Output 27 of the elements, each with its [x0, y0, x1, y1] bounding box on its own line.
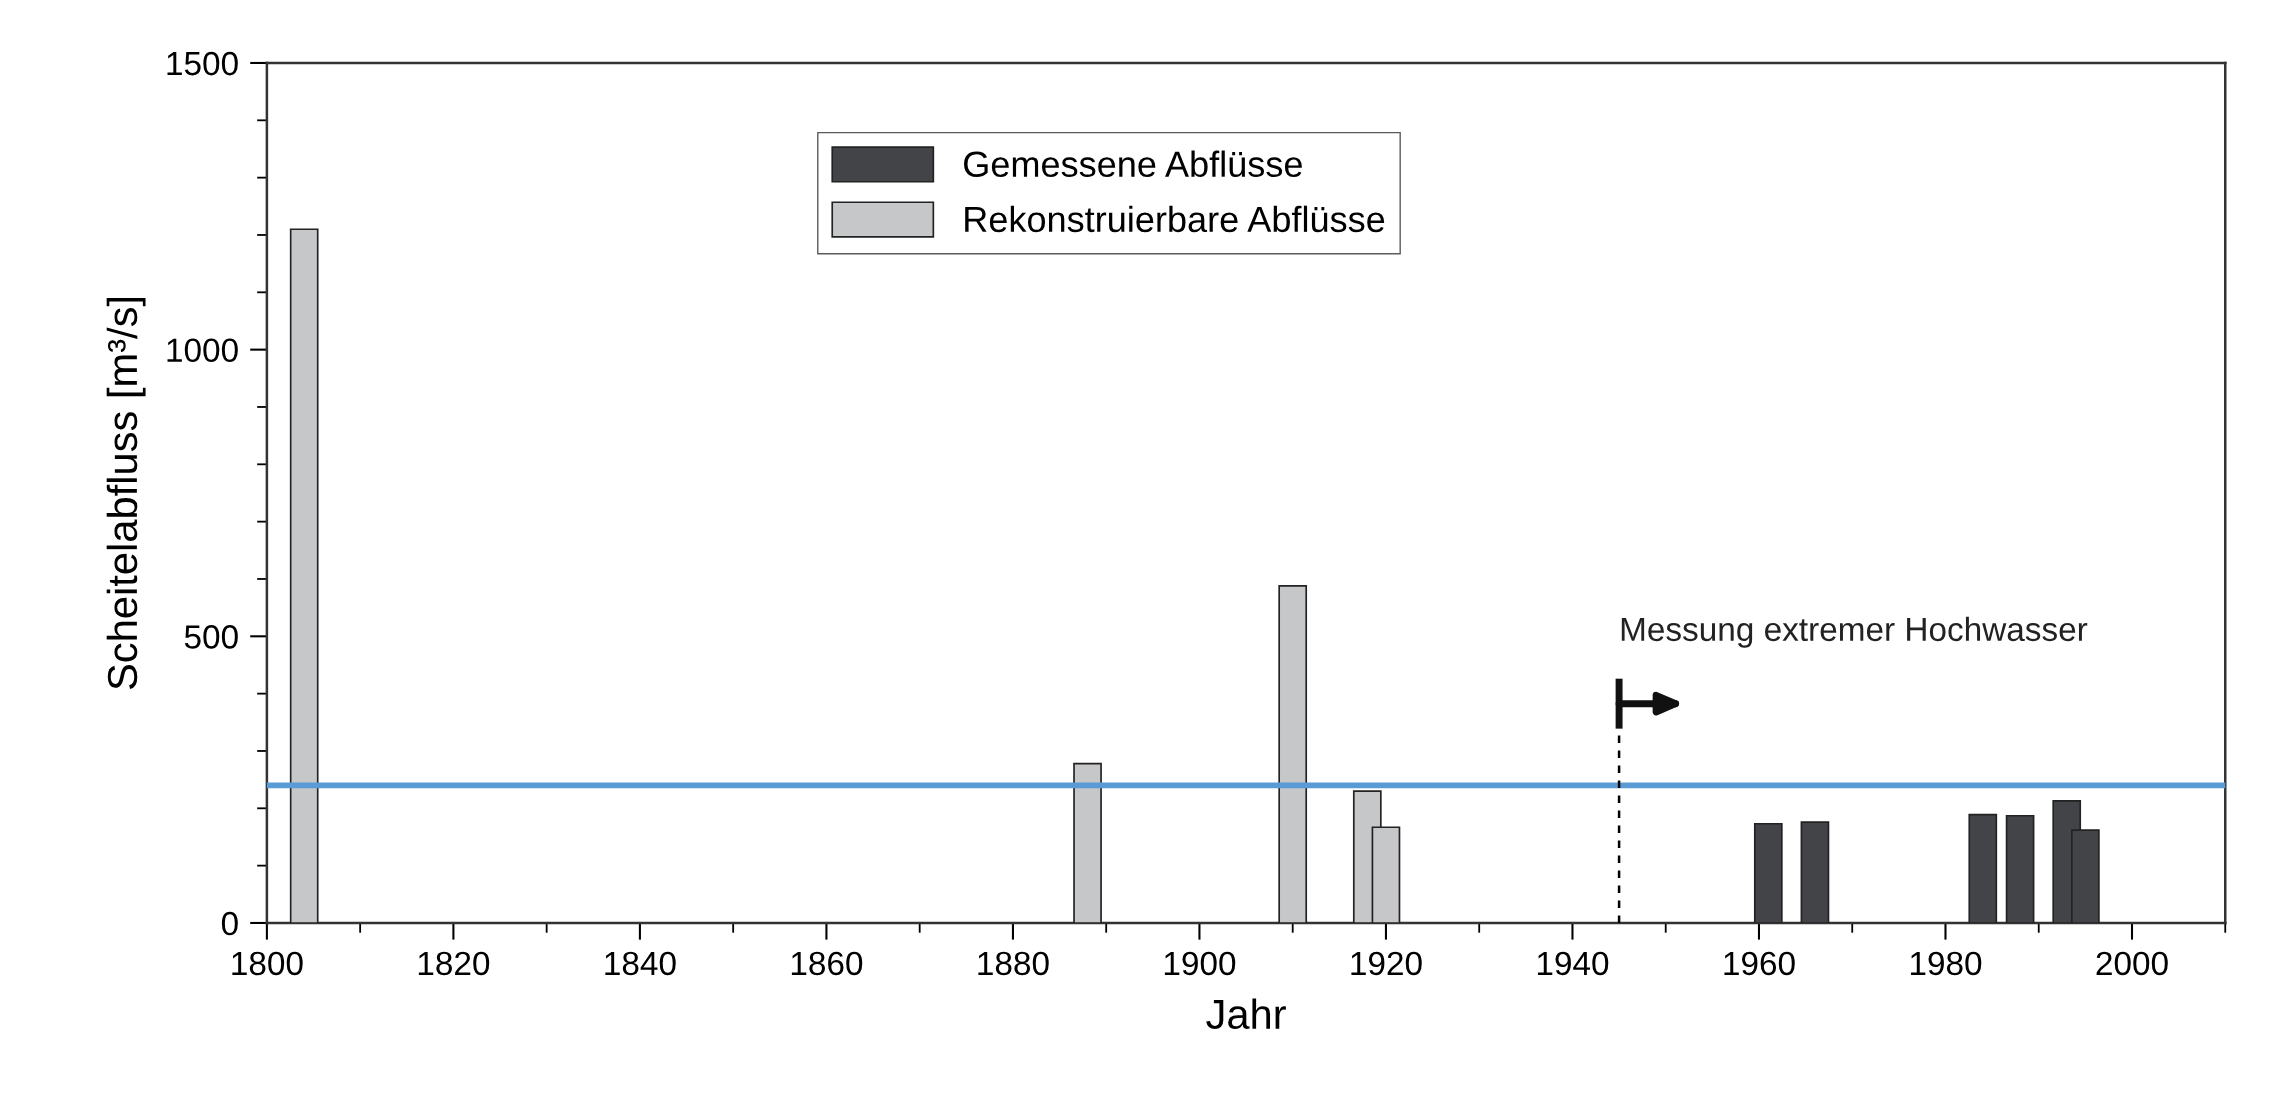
x-tick-label: 1960	[1724, 951, 1795, 976]
bar	[1800, 821, 1830, 923]
bar	[1278, 585, 1308, 923]
x-tick-label: 1920	[1351, 951, 1422, 976]
bar	[289, 228, 319, 923]
x-tick-label: 1900	[1164, 951, 1236, 976]
y-tick-label: 500	[184, 625, 238, 649]
x-tick-label: 1840	[605, 951, 676, 976]
bar	[1753, 822, 1783, 923]
y-axis-title: Scheitelabfluss [m³/s]	[106, 297, 146, 690]
x-axis-title: Jahr	[1206, 998, 1286, 1030]
y-tick-label: 0	[221, 911, 238, 936]
x-tick-label: 1880	[978, 951, 1049, 976]
y-tick-label: 1000	[167, 338, 238, 363]
x-tick-label: 1980	[1910, 951, 1982, 976]
bar	[1073, 762, 1102, 923]
bar	[2005, 814, 2035, 923]
x-tick-label: 1820	[418, 951, 490, 976]
x-tick-label: 1940	[1537, 951, 1609, 976]
legend-label: Rekonstruierbare Abflüsse	[965, 205, 1385, 233]
y-tick-label: 1500	[167, 51, 238, 76]
x-tick-label: 2000	[2096, 951, 2168, 976]
annotation: Messung extremer Hochwasser	[1621, 616, 2088, 648]
bar	[1968, 813, 1998, 923]
x-tick-label: 1800	[232, 951, 303, 976]
legend-label: Gemessene Abflüsse	[964, 150, 1302, 178]
x-tick-label: 1860	[791, 951, 863, 976]
